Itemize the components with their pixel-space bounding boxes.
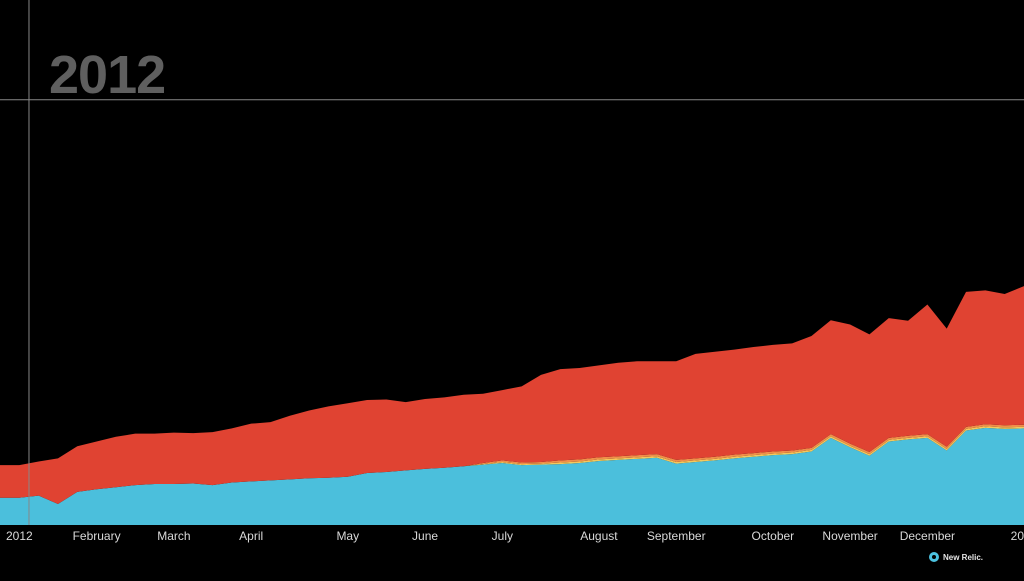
area-series-1	[0, 427, 1024, 525]
x-tick-label: March	[157, 529, 190, 543]
x-tick-label: 2013	[1011, 529, 1024, 543]
x-tick-label: 2012	[6, 529, 33, 543]
x-tick-label: August	[580, 529, 618, 543]
year-label: 2012	[49, 45, 166, 105]
x-tick-label: April	[239, 529, 263, 543]
x-tick-label: October	[751, 529, 794, 543]
area-series-4	[0, 286, 1024, 504]
brand-badge: New Relic.	[929, 552, 983, 562]
x-tick-label: June	[412, 529, 438, 543]
x-tick-label: December	[900, 529, 955, 543]
x-tick-label: November	[822, 529, 877, 543]
brand-name: New Relic.	[943, 552, 984, 562]
x-tick-label: September	[647, 529, 706, 543]
new-relic-logo-icon	[929, 552, 939, 562]
x-tick-label: May	[336, 529, 359, 543]
x-tick-label: February	[73, 529, 121, 543]
x-tick-label: July	[492, 529, 513, 543]
